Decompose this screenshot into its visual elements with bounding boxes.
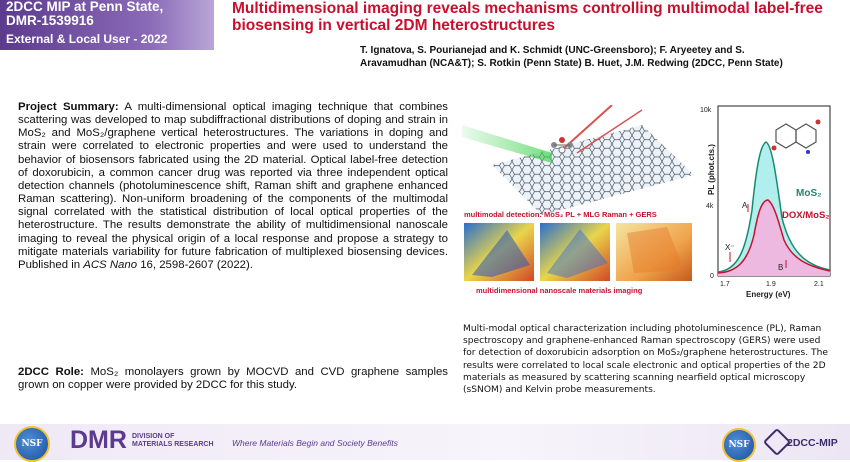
map-image-c bbox=[616, 223, 692, 281]
summary-label: Project Summary: bbox=[18, 101, 119, 113]
x-axis-label: Energy (eV) bbox=[746, 290, 791, 299]
role-text: MoS₂ monolayers grown by MOCVD and CVD g… bbox=[18, 366, 448, 392]
y-tick-4k: 4k bbox=[706, 203, 714, 210]
laser-beam bbox=[462, 125, 552, 163]
header-line1: 2DCC MIP at Penn State, bbox=[6, 0, 164, 14]
mos2-curve bbox=[717, 141, 831, 273]
molecule-icon bbox=[551, 137, 573, 154]
x-tick-2: 1.9 bbox=[766, 281, 776, 288]
series1-label: MoS₂ bbox=[796, 188, 822, 199]
nsf-seal-icon: NSF bbox=[14, 426, 50, 462]
dmr-division-line2: MATERIALS RESEARCH bbox=[132, 441, 214, 448]
2dcc-mip-logo: 2DCC-MIP bbox=[787, 437, 838, 449]
y-tick-10k: 10k bbox=[700, 107, 712, 114]
x-tick-1: 1.7 bbox=[720, 281, 730, 288]
nsf-seal-text-right: NSF bbox=[728, 440, 750, 450]
footer-tagline: Where Materials Begin and Society Benefi… bbox=[232, 438, 398, 448]
peak-a-label: A bbox=[742, 201, 748, 210]
page-title: Multidimensional imaging reveals mechani… bbox=[232, 0, 823, 34]
peak-b-label: B bbox=[778, 263, 783, 272]
graphene-lattice-icon bbox=[492, 125, 694, 215]
dmr-division: DIVISION OF MATERIALS RESEARCH bbox=[132, 433, 214, 449]
x-tick-3: 2.1 bbox=[814, 281, 824, 288]
nsf-seal-text: NSF bbox=[21, 439, 43, 449]
multimodal-figure: multimodal detection: MoS₂ PL + MLG Rama… bbox=[462, 105, 694, 295]
imaging-label: multidimensional nanoscale materials ima… bbox=[476, 286, 643, 295]
project-summary: Project Summary: A multi-dimensional opt… bbox=[18, 101, 448, 272]
dmr-division-line1: DIVISION OF bbox=[132, 433, 175, 440]
map-image-b bbox=[540, 223, 610, 281]
role-section: 2DCC Role: MoS₂ monolayers grown by MOCV… bbox=[18, 366, 448, 392]
pl-spectrum-plot: MoS₂ DOX/MoS₂ A X⁻ B 10k 4k 0 1.7 1.9 2.… bbox=[698, 100, 838, 305]
y-axis-label: PL (phot.cts.) bbox=[707, 144, 716, 195]
nsf-seal-icon-right: NSF bbox=[722, 428, 756, 462]
journal-name: ACS Nano bbox=[83, 258, 138, 271]
author-list: T. Ignatova, S. Pourianejad and K. Schmi… bbox=[360, 44, 840, 70]
role-label: 2DCC Role: bbox=[18, 366, 84, 378]
map-image-a bbox=[464, 223, 534, 281]
series2-label: DOX/MoS₂ bbox=[782, 210, 830, 221]
summary-citation: 16, 2598-2607 (2022). bbox=[137, 258, 253, 271]
author-line2: Aravamudhan (NCA&T); S. Rotkin (Penn Sta… bbox=[360, 58, 783, 69]
dox-curve bbox=[717, 199, 831, 274]
header-line3: External & Local User - 2022 bbox=[6, 32, 168, 46]
header-banner: 2DCC MIP at Penn State, DMR-1539916 Exte… bbox=[0, 0, 214, 50]
molecule-icon bbox=[771, 119, 821, 154]
header-line2: DMR-1539916 bbox=[6, 13, 94, 28]
multimodal-label: multimodal detection: MoS₂ PL + MLG Rama… bbox=[464, 210, 657, 219]
dmr-logo: DMR bbox=[70, 426, 127, 454]
peak-x-label: X⁻ bbox=[725, 243, 735, 252]
footer-bar bbox=[0, 424, 850, 460]
figure-caption: Multi-modal optical characterization inc… bbox=[463, 324, 828, 396]
y-tick-0: 0 bbox=[710, 273, 714, 280]
author-line1: T. Ignatova, S. Pourianejad and K. Schmi… bbox=[360, 45, 745, 56]
summary-text: A multi-dimensional optical imaging tech… bbox=[18, 101, 448, 271]
